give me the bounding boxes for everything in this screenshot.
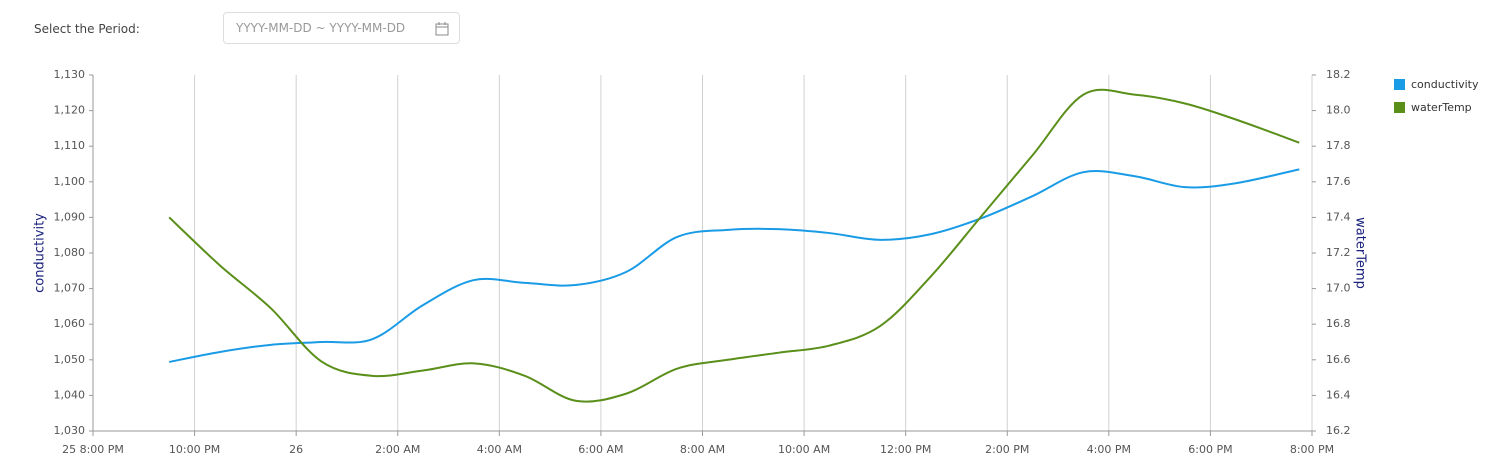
legend-swatch bbox=[1394, 102, 1405, 113]
y2-tick-label: 18.0 bbox=[1326, 104, 1351, 117]
x-tick-label: 2:00 AM bbox=[375, 443, 420, 456]
legend-swatch bbox=[1394, 79, 1405, 90]
x-tick-label: 4:00 PM bbox=[1087, 443, 1131, 456]
y2-axis-title: waterTemp bbox=[1353, 217, 1368, 289]
y2-tick-label: 17.6 bbox=[1326, 175, 1351, 188]
y2-tick-label: 17.4 bbox=[1326, 210, 1351, 223]
series-line bbox=[168, 168, 1300, 363]
y-tick-label: 1,070 bbox=[54, 282, 86, 295]
y2-tick-label: 16.4 bbox=[1326, 388, 1351, 401]
x-tick-label: 4:00 AM bbox=[477, 443, 522, 456]
y-tick-label: 1,130 bbox=[54, 68, 86, 81]
y-tick-label: 1,080 bbox=[54, 246, 86, 259]
y-axis-title: conductivity bbox=[33, 213, 48, 293]
date-range-picker[interactable]: YYYY-MM-DD ~ YYYY-MM-DD bbox=[223, 12, 460, 44]
y-tick-label: 1,110 bbox=[54, 139, 86, 152]
x-tick-label: 26 bbox=[289, 443, 303, 456]
x-tick-label: 10:00 AM bbox=[778, 443, 830, 456]
y-tick-label: 1,100 bbox=[54, 175, 86, 188]
y2-tick-label: 18.2 bbox=[1326, 68, 1351, 81]
legend-label: waterTemp bbox=[1411, 101, 1472, 114]
y2-tick-label: 17.8 bbox=[1326, 139, 1351, 152]
x-tick-label: 8:00 PM bbox=[1290, 443, 1334, 456]
x-tick-label: 2:00 PM bbox=[985, 443, 1029, 456]
legend-label: conductivity bbox=[1411, 78, 1479, 91]
y2-tick-label: 16.6 bbox=[1326, 353, 1351, 366]
y-tick-label: 1,120 bbox=[54, 104, 86, 117]
y-tick-label: 1,060 bbox=[54, 317, 86, 330]
y2-tick-label: 17.2 bbox=[1326, 246, 1351, 259]
y2-tick-label: 16.2 bbox=[1326, 424, 1351, 437]
x-tick-label: 12:00 PM bbox=[880, 443, 931, 456]
x-tick-label: 6:00 AM bbox=[578, 443, 623, 456]
x-tick-label: 25 8:00 PM bbox=[62, 443, 124, 456]
y-tick-label: 1,040 bbox=[54, 388, 86, 401]
x-tick-label: 6:00 PM bbox=[1188, 443, 1232, 456]
y-tick-label: 1,090 bbox=[54, 210, 86, 223]
x-tick-label: 10:00 PM bbox=[169, 443, 220, 456]
x-tick-label: 8:00 AM bbox=[680, 443, 725, 456]
y2-tick-label: 17.0 bbox=[1326, 282, 1351, 295]
y-tick-label: 1,050 bbox=[54, 353, 86, 366]
calendar-icon bbox=[435, 22, 449, 36]
date-range-placeholder: YYYY-MM-DD ~ YYYY-MM-DD bbox=[236, 21, 406, 35]
period-label: Select the Period: bbox=[34, 22, 140, 36]
series-line bbox=[168, 88, 1300, 403]
y2-tick-label: 16.8 bbox=[1326, 317, 1351, 330]
y-tick-label: 1,030 bbox=[54, 424, 86, 437]
